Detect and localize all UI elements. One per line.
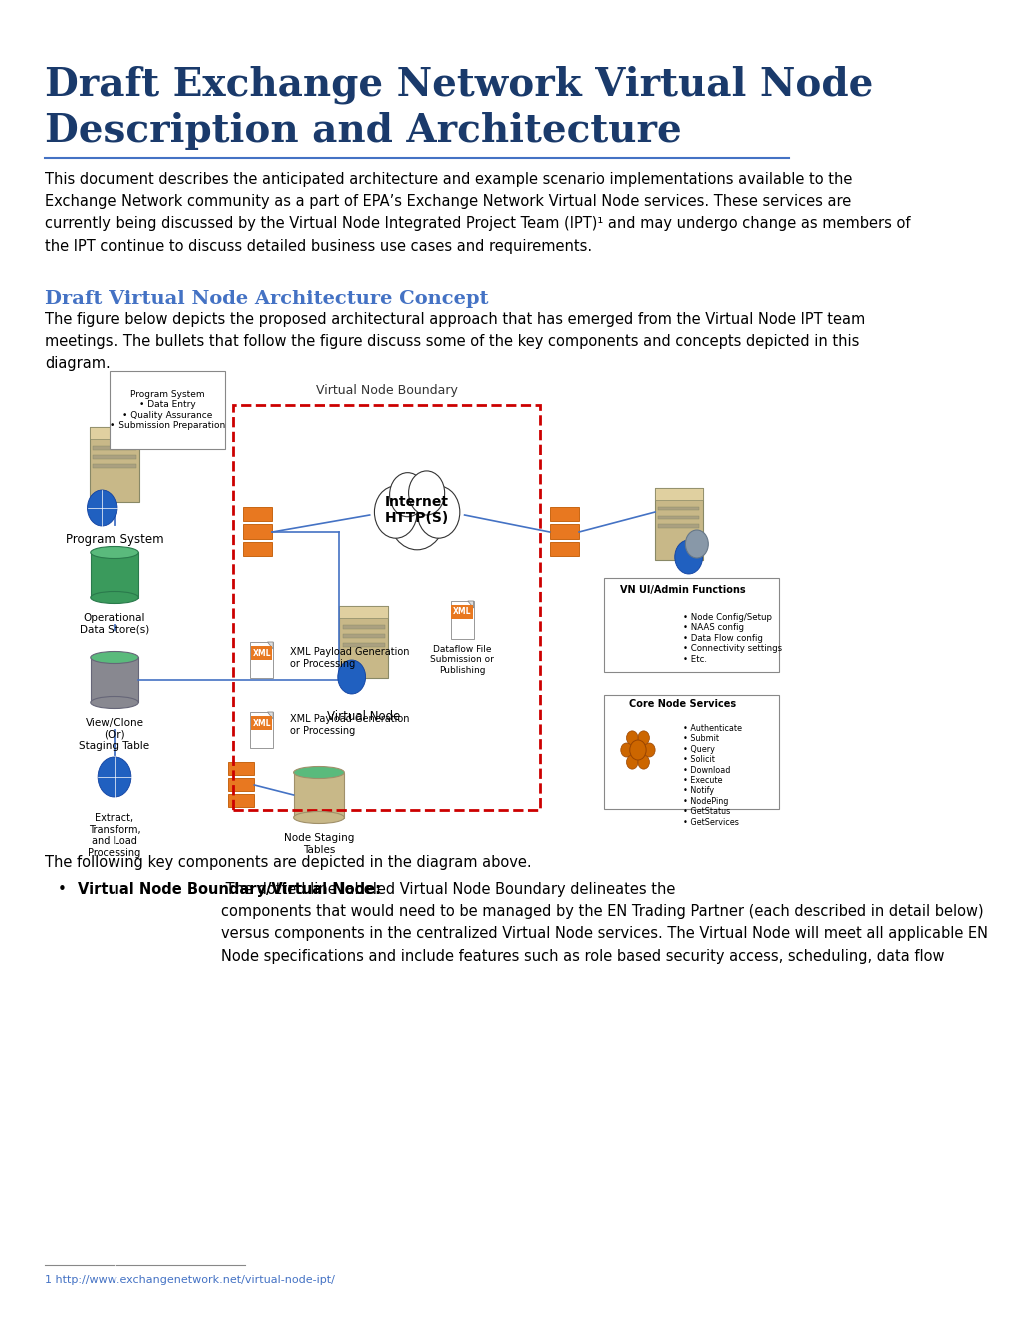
Text: Node Staging
Tables: Node Staging Tables xyxy=(283,833,354,854)
FancyBboxPatch shape xyxy=(451,605,472,619)
Text: Operational
Data Store(s): Operational Data Store(s) xyxy=(79,612,149,635)
FancyBboxPatch shape xyxy=(243,507,272,521)
FancyBboxPatch shape xyxy=(657,507,699,511)
Text: VN UI/Admin Functions: VN UI/Admin Functions xyxy=(620,585,745,595)
FancyBboxPatch shape xyxy=(549,541,579,556)
FancyBboxPatch shape xyxy=(93,455,136,459)
Polygon shape xyxy=(267,711,273,719)
Ellipse shape xyxy=(293,767,344,779)
FancyBboxPatch shape xyxy=(91,553,139,598)
FancyBboxPatch shape xyxy=(228,795,254,807)
FancyBboxPatch shape xyxy=(251,715,272,730)
Text: This document describes the anticipated architecture and example scenario implem: This document describes the anticipated … xyxy=(45,172,910,253)
FancyBboxPatch shape xyxy=(339,606,388,618)
FancyBboxPatch shape xyxy=(342,634,385,638)
FancyBboxPatch shape xyxy=(251,645,272,660)
FancyBboxPatch shape xyxy=(90,428,139,440)
Circle shape xyxy=(675,540,702,574)
FancyBboxPatch shape xyxy=(628,648,647,652)
Circle shape xyxy=(626,731,637,744)
FancyBboxPatch shape xyxy=(633,640,641,649)
Ellipse shape xyxy=(91,546,139,558)
Text: Core Node Services: Core Node Services xyxy=(629,700,736,709)
Text: Draft Exchange Network Virtual Node
Description and Architecture: Draft Exchange Network Virtual Node Desc… xyxy=(45,65,872,150)
FancyBboxPatch shape xyxy=(342,624,385,628)
Text: View/Clone
(Or)
Staging Table: View/Clone (Or) Staging Table xyxy=(79,718,150,751)
Circle shape xyxy=(88,490,117,525)
FancyBboxPatch shape xyxy=(619,605,655,640)
Text: XML: XML xyxy=(253,718,271,727)
Circle shape xyxy=(629,741,645,760)
FancyBboxPatch shape xyxy=(654,488,702,500)
FancyBboxPatch shape xyxy=(549,507,579,521)
FancyBboxPatch shape xyxy=(549,524,579,539)
Text: XML: XML xyxy=(253,648,271,657)
Text: Program System
• Data Entry
• Quality Assurance
• Submission Preparation: Program System • Data Entry • Quality As… xyxy=(110,389,225,430)
FancyBboxPatch shape xyxy=(342,643,385,647)
FancyBboxPatch shape xyxy=(93,446,136,450)
Text: External Trading
Partner Node
(e.g. CDX or other
State/Tribal Partner applicatio: External Trading Partner Node (e.g. CDX … xyxy=(608,583,764,628)
Ellipse shape xyxy=(91,591,139,603)
Circle shape xyxy=(621,743,632,756)
Text: • Authenticate
• Submit
• Query
• Solicit
• Download
• Execute
• Notify
• NodePi: • Authenticate • Submit • Query • Solici… xyxy=(683,723,741,826)
Text: XML Payload Generation
or Processing: XML Payload Generation or Processing xyxy=(290,714,410,735)
Circle shape xyxy=(626,755,637,770)
Polygon shape xyxy=(468,601,473,609)
Text: The following key components are depicted in the diagram above.: The following key components are depicte… xyxy=(45,855,531,870)
Text: Draft Virtual Node Architecture Concept: Draft Virtual Node Architecture Concept xyxy=(45,290,488,308)
FancyBboxPatch shape xyxy=(603,578,777,672)
Circle shape xyxy=(337,660,365,694)
FancyBboxPatch shape xyxy=(450,601,473,639)
Ellipse shape xyxy=(91,697,139,709)
Circle shape xyxy=(374,486,417,539)
Text: Dataflow File
Submission or
Publishing: Dataflow File Submission or Publishing xyxy=(430,645,493,675)
FancyBboxPatch shape xyxy=(250,642,273,678)
Ellipse shape xyxy=(293,812,344,824)
Circle shape xyxy=(685,531,707,558)
Text: XML Payload Generation
or Processing: XML Payload Generation or Processing xyxy=(290,647,410,669)
Circle shape xyxy=(98,756,130,797)
Text: 1 http://www.exchangenetwork.net/virtual-node-ipt/: 1 http://www.exchangenetwork.net/virtual… xyxy=(45,1275,334,1284)
Circle shape xyxy=(389,473,425,516)
FancyBboxPatch shape xyxy=(250,711,273,748)
Text: •: • xyxy=(57,882,66,898)
FancyBboxPatch shape xyxy=(228,777,254,791)
FancyBboxPatch shape xyxy=(657,516,699,520)
Circle shape xyxy=(417,486,460,539)
FancyBboxPatch shape xyxy=(228,762,254,775)
Circle shape xyxy=(409,471,444,515)
Circle shape xyxy=(637,755,649,770)
Text: Virtual Node: Virtual Node xyxy=(327,710,400,723)
FancyBboxPatch shape xyxy=(93,465,136,469)
Circle shape xyxy=(643,743,654,756)
Text: The dotted line labeled Virtual Node Boundary delineates the
components that wou: The dotted line labeled Virtual Node Bou… xyxy=(221,882,986,964)
Polygon shape xyxy=(267,642,273,649)
Text: Program System: Program System xyxy=(65,533,163,546)
Circle shape xyxy=(388,480,445,550)
Ellipse shape xyxy=(91,652,139,664)
Text: Extract,
Transform,
and Load
Processing: Extract, Transform, and Load Processing xyxy=(89,813,141,858)
FancyBboxPatch shape xyxy=(293,772,344,817)
FancyBboxPatch shape xyxy=(657,524,699,528)
Circle shape xyxy=(637,731,649,744)
Text: Virtual Node Boundary: Virtual Node Boundary xyxy=(315,384,457,397)
Text: • Node Config/Setup
• NAAS config
• Data Flow config
• Connectivity settings
• E: • Node Config/Setup • NAAS config • Data… xyxy=(683,612,782,664)
Text: Internet
HTTP(S): Internet HTTP(S) xyxy=(384,495,448,525)
FancyBboxPatch shape xyxy=(91,657,139,702)
Text: Virtual Node Boundary/Virtual Node:: Virtual Node Boundary/Virtual Node: xyxy=(77,882,380,898)
FancyBboxPatch shape xyxy=(90,428,139,503)
FancyBboxPatch shape xyxy=(603,696,777,809)
FancyBboxPatch shape xyxy=(243,524,272,539)
FancyBboxPatch shape xyxy=(110,371,225,449)
Text: The figure below depicts the proposed architectural approach that has emerged fr: The figure below depicts the proposed ar… xyxy=(45,312,864,371)
Text: XML: XML xyxy=(452,607,471,616)
FancyBboxPatch shape xyxy=(654,488,702,560)
FancyBboxPatch shape xyxy=(339,606,388,678)
FancyBboxPatch shape xyxy=(243,541,272,556)
